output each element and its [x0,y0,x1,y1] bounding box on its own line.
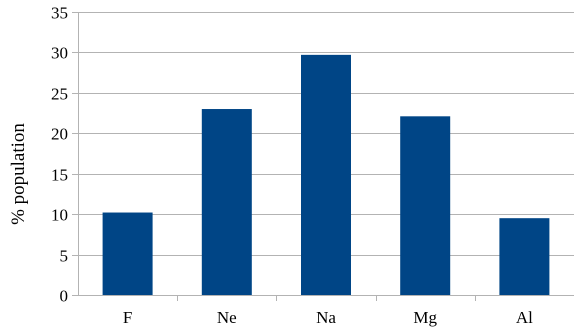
y-tick-label: 5 [60,247,69,266]
x-axis-ticks: F Ne Na Mg Al [123,295,533,327]
bar-ne [201,109,252,296]
y-tick-label: 35 [51,4,68,23]
y-tick-label: 20 [51,125,68,144]
bars [102,54,550,296]
y-tick-label: 0 [60,287,69,306]
bar-na [301,54,351,296]
x-tick-label: Na [316,308,336,327]
bar-f [102,212,153,295]
x-tick-label: Ne [217,308,237,327]
x-tick-label: Al [516,308,533,327]
x-tick-label: Mg [413,308,437,327]
y-tick-label: 15 [51,166,68,185]
x-tick-label: F [123,308,132,327]
y-tick-label: 30 [51,44,68,63]
bar-al [499,218,550,295]
y-tick-label: 10 [51,206,68,225]
bar-mg [400,116,451,295]
y-axis-ticks: 0 5 10 15 20 25 30 35 [51,4,78,306]
y-axis-title: % population [8,123,29,225]
y-tick-label: 25 [51,85,68,104]
